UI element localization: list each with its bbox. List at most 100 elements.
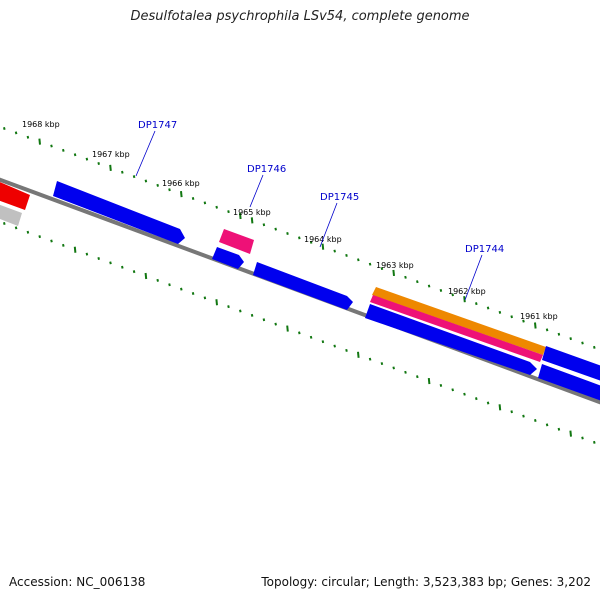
minor-tick (333, 344, 336, 348)
major-tick (357, 351, 360, 358)
minor-tick (132, 270, 136, 274)
minor-tick (380, 362, 384, 366)
minor-tick (557, 427, 561, 431)
minor-tick (26, 230, 30, 234)
minor-tick (239, 309, 242, 313)
minor-tick (286, 232, 289, 236)
major-tick (321, 243, 325, 250)
minor-tick (73, 153, 77, 157)
gene-leader-line (249, 174, 264, 208)
minor-tick (475, 397, 478, 401)
minor-tick (298, 331, 301, 335)
major-tick (534, 322, 537, 329)
minor-tick (62, 148, 65, 152)
minor-tick (451, 388, 454, 392)
minor-tick (156, 183, 159, 187)
minor-tick (427, 284, 431, 288)
minor-tick (416, 375, 419, 379)
major-tick (463, 296, 466, 303)
minor-tick (510, 410, 513, 414)
gene-label-dp1745[interactable]: DP1745 (320, 192, 359, 203)
minor-tick (132, 175, 136, 179)
minor-tick (227, 210, 230, 214)
right-cds-1[interactable] (542, 346, 600, 384)
minor-tick (557, 332, 561, 336)
minor-tick (50, 239, 53, 243)
minor-tick (451, 293, 454, 297)
gene-label-dp1746[interactable]: DP1746 (247, 164, 286, 175)
gray-feature (0, 204, 22, 226)
minor-tick (168, 188, 171, 192)
major-tick (180, 191, 183, 198)
minor-tick (191, 197, 195, 201)
minor-tick (333, 249, 336, 253)
tick-label: 1965 kbp (233, 208, 271, 217)
minor-tick (97, 162, 100, 165)
minor-tick (510, 315, 513, 319)
minor-tick (262, 223, 266, 227)
minor-tick (475, 302, 478, 306)
minor-tick (321, 340, 325, 344)
major-tick (109, 164, 112, 171)
minor-tick (203, 201, 207, 205)
gene-dp1747-feature[interactable] (53, 181, 185, 244)
major-tick (427, 377, 431, 385)
minor-tick (62, 243, 65, 247)
minor-tick (534, 418, 537, 422)
gene-dp1745-feature[interactable] (253, 262, 353, 310)
minor-tick (262, 318, 266, 322)
genome-stats-text: Topology: circular; Length: 3,523,383 bp… (261, 575, 591, 589)
minor-tick (368, 357, 372, 361)
minor-tick (168, 283, 171, 287)
minor-tick (144, 179, 148, 183)
minor-tick (345, 253, 348, 257)
minor-tick (569, 337, 572, 341)
gene-dp1746-feature[interactable] (219, 229, 254, 254)
accession-text: Accession: NC_006138 (9, 575, 146, 589)
major-tick (38, 138, 41, 145)
gene-label-dp1744[interactable]: DP1744 (465, 244, 504, 255)
gene-dp1746b-feature[interactable] (212, 247, 244, 269)
minor-tick (404, 370, 407, 374)
right-cds-2[interactable] (538, 364, 600, 404)
major-tick (498, 404, 502, 411)
tick-label: 1968 kbp (22, 120, 60, 129)
minor-tick (498, 310, 502, 314)
minor-tick (486, 401, 490, 405)
minor-tick (191, 292, 195, 296)
gene-dp1744-cds[interactable] (365, 304, 537, 375)
gene-leader-line (464, 254, 483, 301)
major-tick (569, 430, 572, 437)
minor-tick (380, 267, 384, 271)
tick-labels: 1968 kbp 1967 kbp 1966 kbp 1965 kbp 1964… (22, 120, 558, 321)
minor-tick (215, 205, 218, 209)
red-feature (0, 182, 30, 210)
tick-label: 1966 kbp (162, 179, 200, 188)
minor-tick (593, 345, 596, 349)
minor-tick (581, 436, 584, 440)
minor-tick (203, 296, 207, 300)
minor-tick (274, 227, 277, 231)
minor-tick (368, 262, 372, 266)
minor-tick (26, 135, 30, 139)
gene-dp1744-feature[interactable] (370, 295, 543, 362)
minor-tick (439, 288, 443, 292)
minor-tick (85, 157, 89, 161)
tick-label: 1962 kbp (448, 287, 486, 296)
minor-tick (227, 305, 230, 309)
minor-tick (581, 341, 584, 345)
minor-tick (522, 319, 525, 323)
minor-tick (156, 278, 159, 282)
gene-label-dp1747[interactable]: DP1747 (138, 120, 177, 131)
major-tick (392, 269, 395, 277)
minor-tick (309, 240, 313, 244)
minor-tick (3, 127, 6, 130)
minor-tick (545, 423, 549, 427)
minor-tick (3, 222, 6, 225)
minor-tick (121, 265, 124, 269)
minor-tick (439, 383, 443, 387)
minor-tick (404, 275, 407, 279)
minor-tick (298, 236, 301, 240)
gene-dp1744-orange[interactable] (372, 287, 546, 355)
